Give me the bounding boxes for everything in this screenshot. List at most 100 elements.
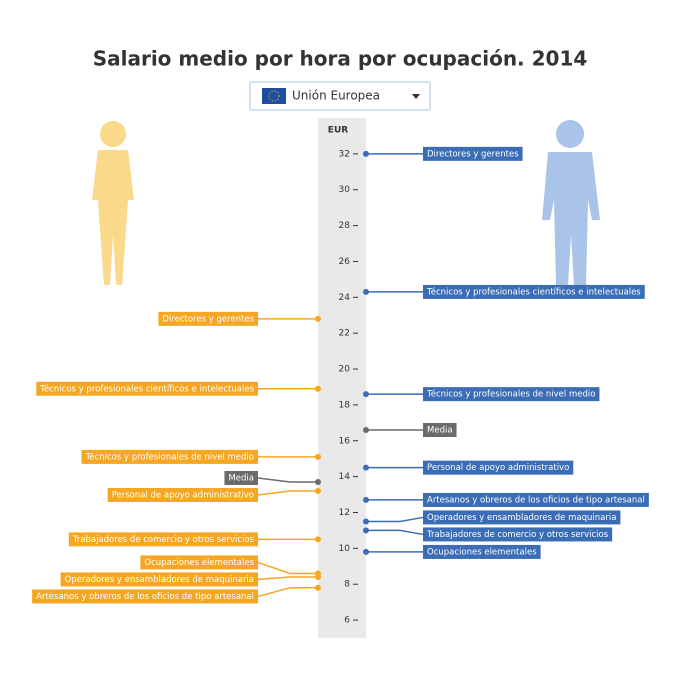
category-label: Técnicos y profesionales de nivel medio bbox=[85, 451, 254, 462]
y-tick-label: 20 bbox=[339, 365, 351, 375]
label-box bbox=[224, 470, 258, 485]
axis-label: EUR bbox=[328, 126, 348, 136]
woman-figure bbox=[92, 121, 134, 285]
man-figure bbox=[542, 120, 600, 285]
leader-line bbox=[366, 516, 424, 523]
leader-line bbox=[257, 576, 318, 581]
dot bbox=[315, 385, 321, 392]
region-selector[interactable]: Unión Europea bbox=[249, 81, 431, 111]
category-label: Operadores y ensambladores de maquinaria bbox=[65, 575, 254, 585]
y-tick-label: 26 bbox=[339, 257, 351, 267]
dot bbox=[363, 150, 369, 157]
data-item: Directores y gerentes bbox=[158, 311, 321, 326]
label-box bbox=[81, 449, 258, 464]
data-item: Personal de apoyo administrativo bbox=[107, 487, 321, 502]
category-label: Media bbox=[228, 473, 254, 483]
label-box bbox=[423, 423, 457, 437]
dot bbox=[315, 584, 321, 591]
category-label: Técnicos y profesionales de nivel medio bbox=[426, 389, 595, 400]
flag-stars bbox=[268, 90, 280, 102]
label-box bbox=[107, 487, 258, 502]
y-tick-label: 16 bbox=[339, 436, 351, 446]
data-item: Técnicos y profesionales científicos e i… bbox=[36, 381, 321, 396]
dot bbox=[315, 315, 321, 322]
label-box bbox=[423, 492, 649, 507]
label-box bbox=[60, 572, 258, 587]
label-box bbox=[423, 284, 645, 299]
dot bbox=[315, 453, 321, 460]
category-label: Trabajadores de comercio y otros servici… bbox=[426, 530, 609, 540]
dot bbox=[315, 536, 321, 543]
data-item: Técnicos y profesionales de nivel medio bbox=[363, 387, 600, 402]
data-item: Directores y gerentes bbox=[363, 146, 523, 161]
y-tick-label: 24 bbox=[339, 293, 351, 303]
label-box bbox=[36, 381, 258, 396]
category-label: Media bbox=[427, 426, 453, 436]
dot bbox=[363, 288, 369, 295]
data-item: Ocupaciones elementales bbox=[363, 544, 541, 559]
data-item: Operadores y ensambladores de maquinaria bbox=[363, 510, 621, 525]
leader-line bbox=[257, 477, 318, 483]
label-box bbox=[423, 146, 523, 161]
category-label: Ocupaciones elementales bbox=[427, 547, 537, 557]
y-tick-label: 10 bbox=[339, 544, 351, 554]
y-tick-label: 12 bbox=[339, 508, 350, 518]
y-tick-label: 6 bbox=[344, 616, 350, 626]
label-box bbox=[423, 544, 541, 559]
data-item: Trabajadores de comercio y otros servici… bbox=[363, 527, 613, 542]
data-item: Artesanos y obreros de los oficios de ti… bbox=[32, 584, 321, 604]
dot bbox=[315, 574, 321, 581]
label-box bbox=[423, 460, 574, 475]
chart-title: Salario medio por hora por ocupación. 20… bbox=[93, 47, 588, 71]
category-label: Ocupaciones elementales bbox=[144, 558, 254, 568]
label-box bbox=[68, 532, 258, 547]
label-box bbox=[32, 589, 258, 604]
data-item: Artesanos y obreros de los oficios de ti… bbox=[363, 492, 649, 507]
data-item: Media bbox=[363, 423, 457, 437]
category-label: Técnicos y profesionales científicos e i… bbox=[426, 286, 641, 297]
y-tick-label: 30 bbox=[339, 185, 351, 195]
dropdown-text: Unión Europea bbox=[292, 89, 380, 103]
y-tick-label: 22 bbox=[339, 329, 350, 339]
leader-line bbox=[257, 587, 318, 598]
data-item: Operadores y ensambladores de maquinaria bbox=[60, 572, 321, 587]
leader-line bbox=[366, 529, 424, 536]
category-label: Directores y gerentes bbox=[162, 314, 254, 324]
category-label: Artesanos y obreros de los oficios de ti… bbox=[36, 592, 254, 602]
data-item: Trabajadores de comercio y otros servici… bbox=[68, 532, 321, 547]
y-tick-label: 32 bbox=[339, 149, 350, 159]
leader-line bbox=[257, 490, 318, 496]
category-label: Directores y gerentes bbox=[427, 149, 519, 159]
label-box bbox=[423, 387, 600, 402]
dot bbox=[315, 479, 321, 485]
dot bbox=[363, 548, 369, 555]
label-box bbox=[158, 311, 258, 326]
y-tick-label: 28 bbox=[339, 221, 351, 231]
dot bbox=[363, 527, 369, 534]
axis-strip bbox=[318, 118, 366, 638]
dot bbox=[315, 487, 321, 494]
category-label: Personal de apoyo administrativo bbox=[112, 490, 254, 500]
category-label: Operadores y ensambladores de maquinaria bbox=[427, 513, 616, 523]
label-box bbox=[140, 555, 258, 570]
category-label: Personal de apoyo administrativo bbox=[427, 463, 569, 473]
category-label: Artesanos y obreros de los oficios de ti… bbox=[427, 495, 645, 505]
data-item: Personal de apoyo administrativo bbox=[363, 460, 574, 475]
data-item: Técnicos y profesionales científicos e i… bbox=[363, 284, 645, 299]
data-item: Media bbox=[224, 470, 321, 485]
dot bbox=[363, 427, 369, 433]
data-item: Técnicos y profesionales de nivel medio bbox=[81, 449, 321, 464]
dot bbox=[363, 464, 369, 471]
leader-line bbox=[257, 561, 318, 575]
y-tick-label: 18 bbox=[339, 400, 351, 410]
flag bbox=[262, 88, 286, 104]
label-box bbox=[423, 510, 621, 525]
dot bbox=[363, 518, 369, 525]
label-box bbox=[423, 527, 613, 542]
y-tick-label: 14 bbox=[339, 472, 351, 482]
dot bbox=[363, 391, 369, 398]
category-label: Técnicos y profesionales científicos e i… bbox=[39, 383, 254, 394]
dropdown-arrow bbox=[412, 94, 420, 99]
y-tick-label: 8 bbox=[344, 580, 350, 590]
